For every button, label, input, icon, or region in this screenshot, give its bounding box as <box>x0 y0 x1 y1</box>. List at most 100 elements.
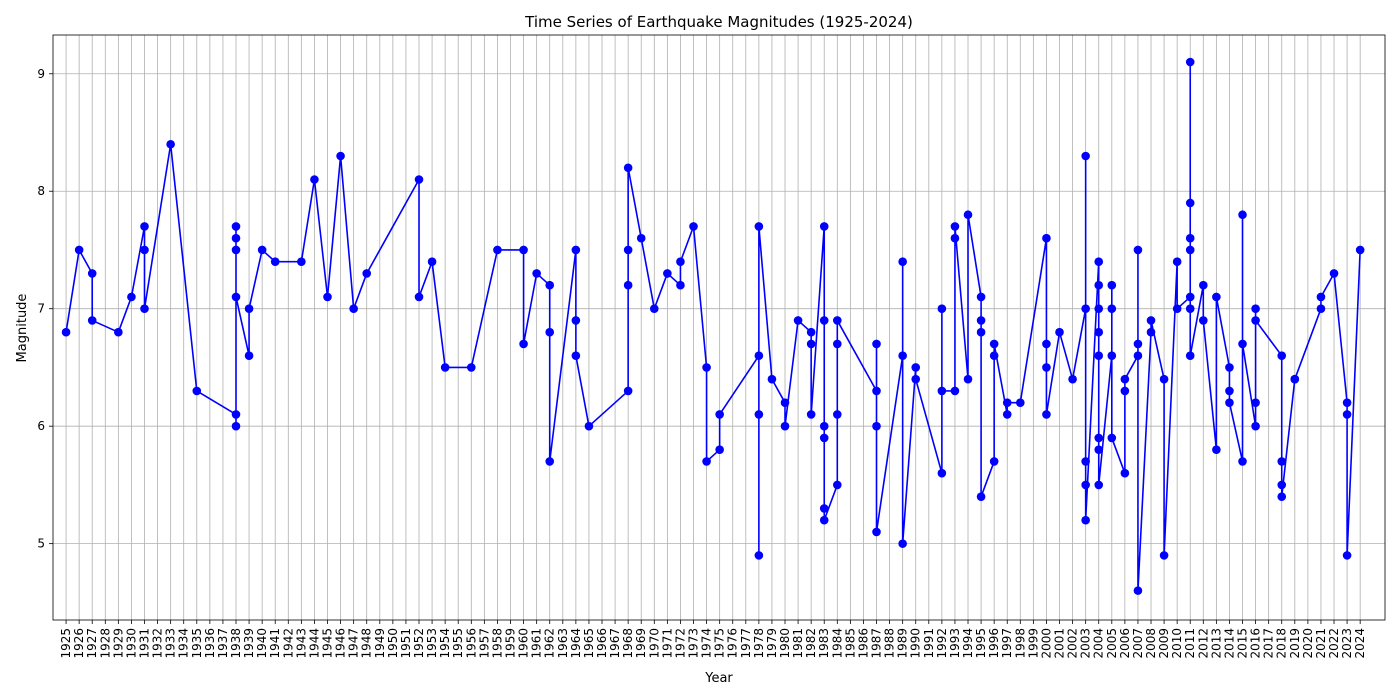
data-point <box>493 245 502 255</box>
data-point <box>1094 280 1104 290</box>
data-point <box>636 233 646 243</box>
data-point <box>1133 245 1143 255</box>
data-point <box>793 316 803 325</box>
x-tick-label: 2004 <box>1092 628 1106 659</box>
x-tick-label: 1983 <box>817 628 831 659</box>
x-tick-label: 2012 <box>1196 628 1210 659</box>
data-point <box>1199 316 1208 325</box>
x-tick-label: 2009 <box>1157 628 1171 659</box>
data-point <box>440 363 450 372</box>
data-point <box>911 374 921 384</box>
x-tick-label: 1952 <box>412 628 426 659</box>
data-point <box>1133 339 1143 349</box>
data-point <box>1277 351 1287 360</box>
data-point <box>832 480 842 490</box>
data-point <box>1081 457 1090 466</box>
data-point <box>74 245 84 255</box>
data-point <box>1068 374 1077 384</box>
x-tick-label: 1986 <box>856 628 870 659</box>
data-point <box>1146 316 1156 325</box>
y-tick-label: 9 <box>37 67 45 81</box>
x-tick-label: 1989 <box>896 628 910 659</box>
data-point <box>140 222 149 231</box>
data-point <box>1002 398 1012 407</box>
x-tick-label: 1943 <box>294 628 308 659</box>
data-point <box>362 269 372 278</box>
data-point <box>950 386 960 396</box>
data-point <box>1107 351 1117 360</box>
x-tick-label: 2001 <box>1053 628 1067 659</box>
x-tick-label: 2010 <box>1170 628 1184 659</box>
data-point <box>545 457 555 466</box>
x-tick-label: 2017 <box>1262 628 1276 659</box>
series-line <box>65 61 1361 592</box>
data-point <box>1225 398 1234 407</box>
x-tick-label: 2018 <box>1275 628 1289 659</box>
data-point <box>1277 480 1287 490</box>
x-tick-label: 1957 <box>477 628 491 659</box>
x-tick-label: 1933 <box>164 628 178 659</box>
y-axis: 5 6 7 8 9 <box>37 67 53 551</box>
x-tick-label: 1978 <box>752 628 766 659</box>
x-tick-label: 1932 <box>151 628 165 659</box>
x-tick-label: 1992 <box>935 628 949 659</box>
x-tick-label: 1938 <box>229 628 243 659</box>
x-tick-label: 1969 <box>634 628 648 659</box>
data-point <box>231 233 241 243</box>
x-tick-label: 1970 <box>647 628 661 659</box>
x-tick-label: 1987 <box>870 628 884 659</box>
data-point <box>1107 280 1117 290</box>
data-point <box>1185 245 1195 255</box>
data-point <box>950 222 960 231</box>
data-point <box>780 398 790 407</box>
data-point <box>1185 351 1195 360</box>
data-point <box>140 245 149 255</box>
data-point <box>1042 363 1051 372</box>
series <box>61 57 1365 595</box>
x-tick-label: 1971 <box>660 628 674 659</box>
x-tick-label: 1950 <box>386 628 400 659</box>
data-point <box>767 374 777 384</box>
x-tick-label: 1954 <box>438 628 452 659</box>
data-point <box>1277 492 1287 501</box>
data-point <box>571 316 581 325</box>
data-point <box>963 374 973 384</box>
data-point <box>1342 410 1352 419</box>
x-tick-label: 1968 <box>621 628 635 659</box>
data-point <box>989 339 999 349</box>
data-point <box>950 233 960 243</box>
x-tick-label: 2023 <box>1340 628 1354 659</box>
x-tick-label: 1931 <box>138 628 152 659</box>
x-tick-label: 1967 <box>608 628 622 659</box>
x-axis-label: Year <box>704 671 733 686</box>
data-point <box>297 257 306 267</box>
data-point <box>1277 457 1287 466</box>
x-tick-label: 1926 <box>72 628 86 659</box>
x-tick-label: 1929 <box>111 628 125 659</box>
data-point <box>1133 351 1143 360</box>
data-point <box>1185 292 1195 302</box>
data-point <box>1238 339 1247 349</box>
data-point <box>427 257 437 267</box>
data-point <box>832 410 842 419</box>
x-tick-label: 1972 <box>673 628 687 659</box>
x-tick-label: 2003 <box>1079 628 1093 659</box>
x-tick-label: 1934 <box>177 628 191 659</box>
data-point <box>819 433 829 443</box>
data-point <box>898 539 907 548</box>
data-point <box>1107 433 1117 443</box>
y-tick-label: 8 <box>37 184 45 198</box>
data-point <box>1094 480 1104 490</box>
data-point <box>545 327 555 337</box>
data-point <box>310 175 319 184</box>
data-point <box>623 163 633 173</box>
data-point <box>806 339 816 349</box>
x-tick-label: 1996 <box>987 628 1001 659</box>
data-point <box>1172 304 1182 314</box>
y-tick-label: 7 <box>37 302 45 316</box>
data-point <box>1120 386 1130 396</box>
data-point <box>1081 151 1090 161</box>
data-point <box>127 292 136 302</box>
data-point <box>1094 257 1104 267</box>
data-point <box>715 445 724 454</box>
